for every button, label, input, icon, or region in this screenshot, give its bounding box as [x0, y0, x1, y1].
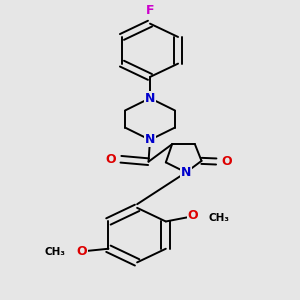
Text: O: O: [221, 155, 232, 168]
Text: O: O: [188, 209, 198, 222]
Text: F: F: [146, 4, 154, 17]
Text: N: N: [181, 166, 191, 179]
Text: O: O: [76, 245, 87, 258]
Text: O: O: [105, 153, 116, 166]
Text: N: N: [145, 134, 155, 146]
Text: CH₃: CH₃: [44, 248, 65, 257]
Text: CH₃: CH₃: [208, 212, 230, 223]
Text: N: N: [145, 92, 155, 105]
